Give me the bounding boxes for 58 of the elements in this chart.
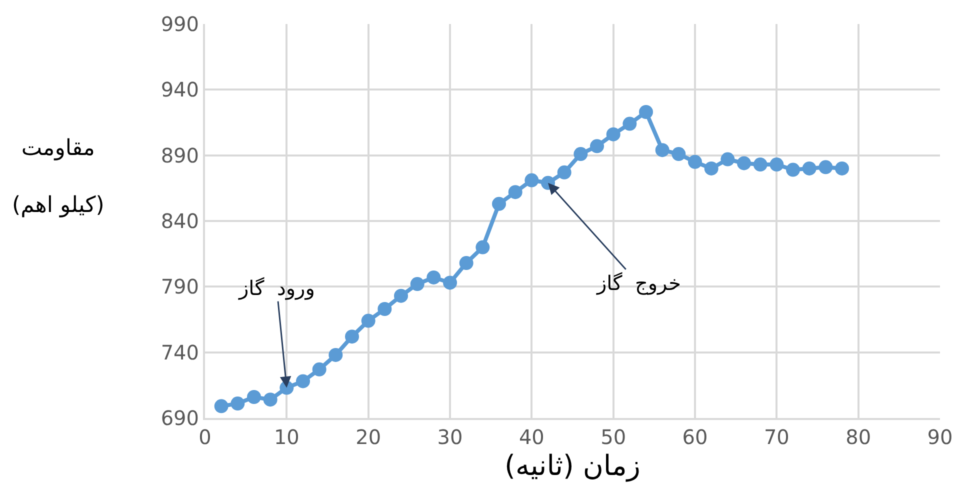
point bbox=[770, 158, 784, 172]
y-tick-label: 740 bbox=[160, 340, 199, 364]
point bbox=[394, 288, 408, 303]
x-axis-title: زمان (ثانیه) bbox=[504, 449, 640, 482]
point bbox=[378, 302, 392, 316]
point bbox=[786, 162, 800, 177]
x-tick-label: 80 bbox=[846, 425, 872, 449]
point bbox=[443, 276, 457, 290]
point bbox=[214, 399, 228, 414]
point bbox=[361, 314, 376, 328]
point bbox=[557, 165, 572, 180]
point bbox=[476, 240, 490, 254]
point bbox=[737, 156, 751, 170]
y-tick-label: 690 bbox=[160, 406, 199, 430]
point bbox=[263, 392, 278, 407]
x-tick-label: 50 bbox=[600, 425, 626, 449]
x-tick-label: 30 bbox=[437, 425, 463, 449]
x-tick-label: 70 bbox=[764, 425, 790, 449]
point bbox=[426, 270, 441, 284]
y-tick-label: 790 bbox=[160, 274, 199, 299]
point bbox=[688, 154, 702, 169]
x-tick-label: 90 bbox=[927, 425, 953, 449]
annotation: خروج گاز bbox=[596, 271, 681, 295]
point bbox=[639, 104, 653, 119]
point bbox=[672, 147, 686, 162]
point bbox=[655, 143, 670, 158]
point bbox=[410, 277, 424, 292]
x-tick-label: 40 bbox=[518, 425, 544, 449]
annotation: ورود گاز bbox=[238, 276, 315, 300]
point bbox=[622, 116, 637, 131]
y-tick-label: 840 bbox=[160, 209, 199, 233]
point bbox=[720, 152, 735, 166]
text: مقاومت (کیلو اهم) bbox=[12, 136, 104, 218]
point bbox=[328, 348, 343, 362]
point bbox=[459, 256, 474, 270]
point bbox=[753, 158, 768, 172]
point bbox=[835, 161, 849, 176]
point bbox=[296, 374, 310, 388]
point bbox=[818, 160, 833, 174]
point bbox=[524, 173, 539, 188]
point bbox=[312, 362, 326, 376]
point bbox=[802, 161, 816, 176]
x-tick-label: 10 bbox=[274, 425, 300, 449]
point bbox=[247, 390, 261, 404]
point bbox=[508, 185, 522, 200]
point bbox=[590, 139, 604, 154]
y-tick-label: 890 bbox=[160, 143, 199, 168]
point bbox=[574, 147, 588, 162]
point bbox=[492, 196, 506, 211]
point bbox=[704, 161, 718, 176]
point bbox=[345, 330, 359, 344]
x-tick-label: 0 bbox=[198, 425, 212, 449]
y-tick-label: 940 bbox=[160, 78, 199, 102]
point bbox=[606, 127, 620, 142]
x-tick-label: 20 bbox=[356, 425, 382, 449]
x-tick-label: 60 bbox=[682, 425, 708, 449]
point bbox=[230, 396, 245, 411]
y-tick-label: 990 bbox=[160, 12, 199, 36]
